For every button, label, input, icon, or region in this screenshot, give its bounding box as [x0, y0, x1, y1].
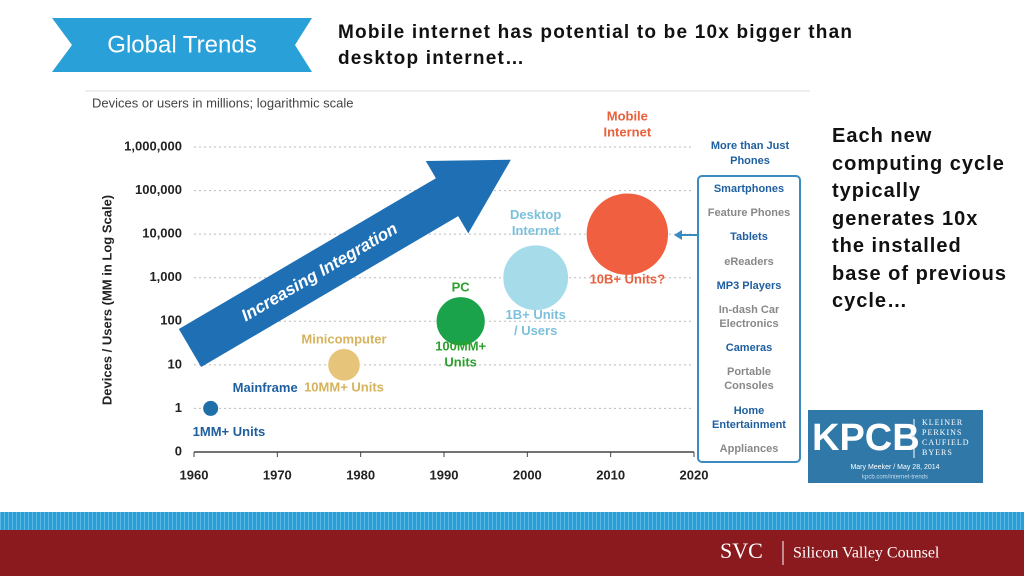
y-tick-label: 100,000 [135, 182, 182, 197]
point-name: PC [452, 280, 471, 295]
device-item: Tablets [730, 231, 768, 244]
device-item: Smartphones [713, 183, 785, 196]
device-item: Cameras [725, 342, 773, 355]
point-name: Internet [603, 125, 651, 140]
device-item: Feature Phones [707, 207, 791, 220]
pointer-head [674, 230, 682, 240]
header-tag [52, 18, 312, 72]
logo-firm-line: PERKINS [922, 428, 962, 437]
device-list-header: More than Just Phones [710, 140, 790, 167]
point-note: / Users [514, 323, 557, 338]
logo-firm-line: KLEINER [922, 418, 963, 427]
point-note: 100MM+ [435, 339, 486, 354]
arrow-body [178, 177, 460, 367]
footer-stripe [0, 512, 1024, 530]
point-note: 1B+ Units [506, 307, 566, 322]
headline: Mobile internet has potential to be 10x … [338, 22, 854, 69]
x-tick-label: 1960 [180, 467, 209, 482]
point-name: Minicomputer [301, 331, 386, 346]
x-tick-label: 1970 [263, 467, 292, 482]
y-tick-label: 10 [168, 356, 182, 371]
x-tick-label: 1990 [430, 467, 459, 482]
device-item: Portable Consoles [724, 366, 774, 393]
device-list: Smartphones Feature Phones Tablets eReaders… [697, 175, 801, 463]
footer-name: Silicon Valley Counsel [793, 545, 940, 562]
bubble [585, 192, 670, 276]
point-name: Desktop [510, 207, 561, 222]
y-tick-label: 10,000 [142, 226, 182, 241]
logo-byline: Mary Meeker / May 28, 2014 [850, 464, 939, 471]
point-name: Mainframe [233, 380, 298, 395]
y-tick-label: 100 [160, 313, 182, 328]
x-tick-label: 2020 [680, 467, 709, 482]
x-tick-label: 2000 [513, 467, 542, 482]
logo-mark: KPCB [812, 417, 920, 459]
y-tick-label: 0 [175, 443, 182, 458]
side-text: Each new computing cycle typically gener… [832, 125, 1007, 312]
point-name: Internet [512, 223, 560, 238]
arrow-text: Increasing Integration [238, 219, 401, 325]
logo-box [808, 410, 983, 483]
device-item: MP3 Players [716, 279, 782, 292]
bubble [327, 348, 361, 382]
arrow-head [425, 159, 511, 234]
bubble [202, 399, 220, 417]
device-item: Appliances [719, 442, 779, 455]
x-tick-label: 2010 [596, 467, 625, 482]
point-note: 10MM+ Units [304, 379, 384, 394]
footer-band [0, 530, 1024, 576]
point-note: Units [444, 355, 477, 370]
device-item: eReaders [724, 255, 774, 268]
bubble [435, 296, 486, 347]
footer-mark: SVC [720, 538, 763, 563]
device-item: In-dash Car Electronics [718, 304, 780, 331]
chart-subtitle: Devices or users in millions; logarithmi… [92, 95, 354, 110]
device-item: Home Entertainment [712, 404, 786, 431]
y-tick-label: 1,000 [149, 269, 182, 284]
point-note: 1MM+ Units [193, 424, 266, 439]
plot: 0 1 10 100 1,000 10,000 100,000 1,000,000 1960 19… [124, 109, 708, 483]
point-note: 10B+ Units? [590, 272, 666, 287]
x-tick-label: 1980 [346, 467, 375, 482]
y-axis-label: Devices / Users (MM in Log Scale) [99, 195, 114, 405]
logo-firm-line: BYERS [922, 448, 953, 457]
bubble [502, 244, 570, 312]
y-tick-label: 1 [175, 400, 182, 415]
y-tick-label: 1,000,000 [124, 138, 182, 153]
logo-firm-line: CAUFIELD [922, 438, 970, 447]
header-tag-text: Global Trends [107, 31, 256, 58]
logo-url: kpcb.com/internet-trends [862, 475, 928, 481]
point-name: Mobile [607, 109, 648, 124]
